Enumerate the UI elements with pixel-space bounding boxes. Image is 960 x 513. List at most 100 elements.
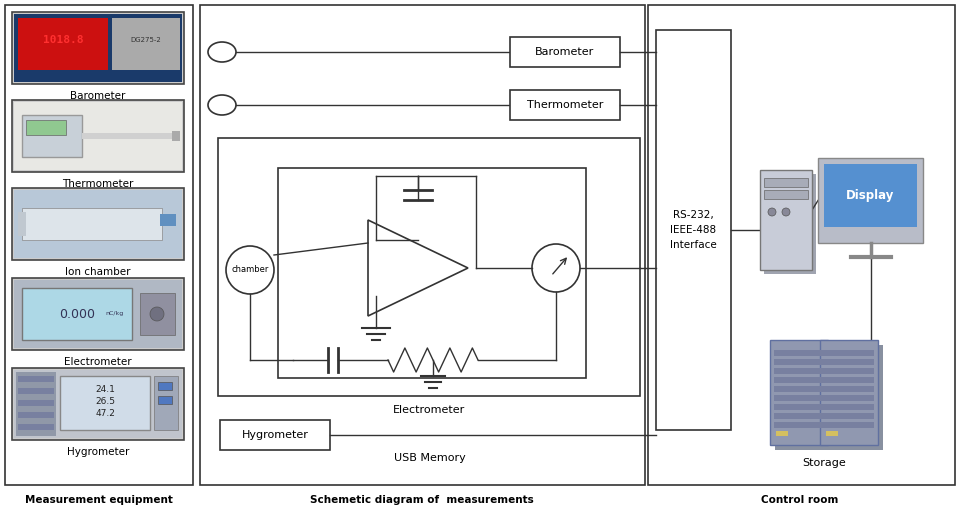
- Bar: [18, 212, 26, 236]
- Text: Schemetic diagram of  measurements: Schemetic diagram of measurements: [310, 495, 534, 505]
- Text: DG275-2: DG275-2: [131, 37, 161, 43]
- Bar: [648, 5, 955, 485]
- Bar: [18, 412, 54, 418]
- Bar: [824, 359, 874, 365]
- Text: chamber: chamber: [231, 266, 269, 274]
- Bar: [656, 30, 731, 430]
- Bar: [824, 413, 874, 419]
- Bar: [774, 377, 824, 383]
- Text: USB Memory: USB Memory: [395, 453, 466, 463]
- Bar: [764, 190, 808, 199]
- Bar: [775, 345, 833, 450]
- Bar: [12, 188, 184, 260]
- Bar: [18, 400, 54, 406]
- Bar: [14, 280, 182, 348]
- Text: 47.2: 47.2: [95, 409, 115, 419]
- Ellipse shape: [208, 42, 236, 62]
- Bar: [140, 293, 175, 335]
- Bar: [774, 386, 824, 392]
- Bar: [14, 14, 182, 82]
- Bar: [774, 422, 824, 428]
- Text: nC/kg: nC/kg: [106, 311, 124, 317]
- Bar: [774, 413, 824, 419]
- Text: Barometer: Barometer: [536, 47, 594, 57]
- Bar: [172, 131, 180, 141]
- Bar: [12, 100, 184, 172]
- Bar: [16, 372, 56, 436]
- Bar: [774, 404, 824, 410]
- Circle shape: [768, 208, 776, 216]
- Text: Ion chamber: Ion chamber: [65, 267, 131, 277]
- Text: Barometer: Barometer: [70, 91, 126, 101]
- Bar: [14, 370, 182, 438]
- Bar: [158, 396, 172, 404]
- Text: Electrometer: Electrometer: [393, 405, 466, 415]
- Text: Thermometer: Thermometer: [527, 100, 603, 110]
- Bar: [825, 345, 883, 450]
- Bar: [774, 359, 824, 365]
- Bar: [112, 18, 180, 70]
- Text: Electrometer: Electrometer: [64, 357, 132, 367]
- Bar: [158, 382, 172, 390]
- Bar: [824, 386, 874, 392]
- Circle shape: [150, 307, 164, 321]
- Bar: [824, 395, 874, 401]
- Bar: [510, 90, 620, 120]
- Bar: [200, 5, 645, 485]
- Bar: [14, 102, 182, 170]
- Bar: [12, 278, 184, 350]
- Text: 0.000: 0.000: [59, 307, 95, 321]
- Bar: [824, 422, 874, 428]
- Circle shape: [226, 246, 274, 294]
- Bar: [5, 5, 193, 485]
- Bar: [824, 377, 874, 383]
- Text: Measurement equipment: Measurement equipment: [25, 495, 173, 505]
- Bar: [774, 368, 824, 374]
- Bar: [18, 424, 54, 430]
- Bar: [510, 37, 620, 67]
- Polygon shape: [368, 220, 468, 316]
- Bar: [818, 158, 923, 243]
- Text: Hygrometer: Hygrometer: [67, 447, 130, 457]
- Bar: [764, 174, 816, 274]
- Bar: [26, 120, 66, 135]
- Bar: [82, 133, 177, 139]
- Bar: [824, 368, 874, 374]
- Bar: [220, 420, 330, 450]
- Bar: [218, 138, 640, 396]
- Bar: [160, 214, 176, 226]
- Bar: [826, 431, 838, 436]
- Bar: [22, 115, 82, 157]
- Bar: [824, 350, 874, 356]
- Bar: [760, 170, 812, 270]
- Bar: [12, 12, 184, 84]
- Text: 26.5: 26.5: [95, 398, 115, 406]
- Bar: [18, 376, 54, 382]
- Text: Storage: Storage: [803, 458, 846, 468]
- Text: RS-232,
IEEE-488
Interface: RS-232, IEEE-488 Interface: [670, 210, 717, 250]
- Text: Thermometer: Thermometer: [62, 179, 133, 189]
- Ellipse shape: [208, 95, 236, 115]
- Bar: [824, 164, 917, 227]
- Bar: [14, 190, 182, 258]
- Bar: [774, 395, 824, 401]
- Text: 1018.8: 1018.8: [43, 35, 84, 45]
- Circle shape: [782, 208, 790, 216]
- Bar: [18, 18, 108, 70]
- Text: 24.1: 24.1: [95, 385, 115, 394]
- Bar: [22, 208, 162, 240]
- Bar: [770, 340, 828, 445]
- Bar: [18, 388, 54, 394]
- Bar: [60, 376, 150, 430]
- Bar: [774, 350, 824, 356]
- Bar: [820, 340, 878, 445]
- Text: Control room: Control room: [761, 495, 839, 505]
- Bar: [12, 368, 184, 440]
- Text: Hygrometer: Hygrometer: [242, 430, 308, 440]
- Text: Display: Display: [847, 189, 895, 202]
- Bar: [776, 431, 788, 436]
- Bar: [824, 404, 874, 410]
- Circle shape: [532, 244, 580, 292]
- Bar: [764, 178, 808, 187]
- Bar: [154, 376, 178, 430]
